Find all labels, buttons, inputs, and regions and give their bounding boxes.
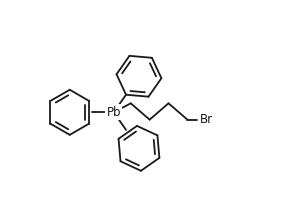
Text: Pb: Pb [106,106,121,119]
Text: Br: Br [200,113,213,126]
